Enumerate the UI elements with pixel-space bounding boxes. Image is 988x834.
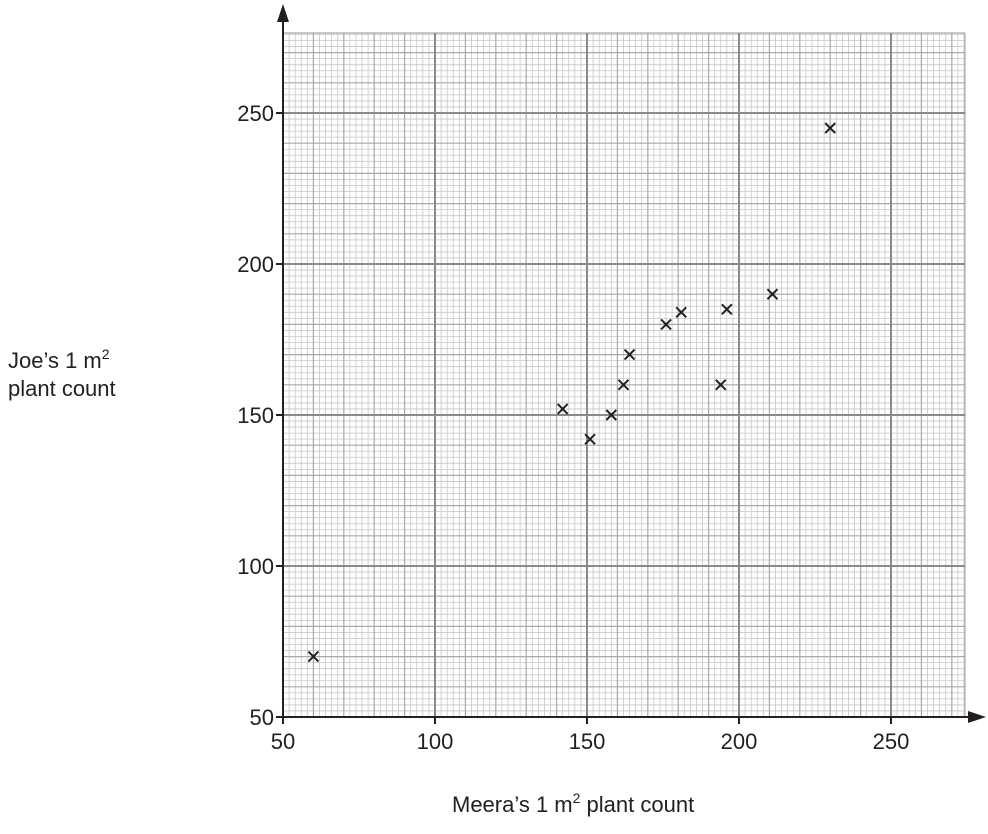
- marker-stroke: [824, 122, 836, 134]
- x-tick-label: 250: [873, 729, 910, 754]
- data-point: [824, 122, 836, 134]
- major-grid: [283, 33, 965, 717]
- y-tick-label: 200: [237, 252, 274, 277]
- marker-stroke: [660, 318, 672, 331]
- x-tick-label: 200: [721, 729, 758, 754]
- data-point: [660, 318, 672, 331]
- marker-stroke: [556, 403, 569, 415]
- marker-stroke: [605, 409, 618, 421]
- y-tick-label: 50: [250, 705, 274, 730]
- data-point: [605, 409, 618, 421]
- x-axis-arrow: [968, 711, 986, 723]
- marker-stroke: [675, 306, 687, 319]
- y-tick-label: 250: [237, 101, 274, 126]
- x-tick-label: 50: [271, 729, 295, 754]
- y-tick-label: 100: [237, 554, 274, 579]
- minor-grid: [283, 33, 965, 717]
- marker-stroke: [307, 650, 320, 663]
- data-points: [307, 122, 836, 663]
- x-tick-label: 100: [417, 729, 454, 754]
- marker-stroke: [623, 348, 636, 361]
- data-point: [721, 303, 733, 316]
- tick-labels: 50 100 150 200 250 50 100 150 200 250: [237, 101, 909, 754]
- y-axis-arrow: [277, 4, 289, 22]
- x-tick-label: 150: [569, 729, 606, 754]
- data-point: [623, 348, 636, 361]
- y-axis-label-line1: Joe’s 1 m2: [8, 346, 110, 373]
- data-point: [307, 650, 320, 663]
- data-point: [715, 379, 727, 391]
- marker-stroke: [766, 288, 779, 300]
- y-axis-label-line2: plant count: [8, 376, 116, 401]
- axes: [277, 4, 986, 723]
- marker-stroke: [617, 379, 630, 391]
- marker-stroke: [715, 379, 727, 391]
- mid-grid: [283, 32, 966, 717]
- data-point: [584, 433, 596, 445]
- marker-stroke: [584, 433, 596, 445]
- marker-stroke: [721, 303, 733, 316]
- data-point: [556, 403, 569, 415]
- data-point: [675, 306, 687, 319]
- y-axis-label: Joe’s 1 m2 plant count: [8, 340, 116, 403]
- y-tick-label: 150: [237, 403, 274, 428]
- data-point: [617, 379, 630, 391]
- data-point: [766, 288, 779, 300]
- x-axis-label: Meera’s 1 m2 plant count: [452, 790, 695, 817]
